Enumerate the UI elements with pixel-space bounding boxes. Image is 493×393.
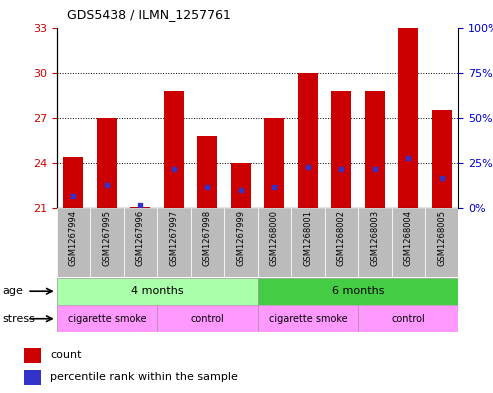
Point: [204, 184, 211, 190]
Point: [137, 202, 144, 208]
Text: age: age: [2, 286, 23, 296]
Text: GSM1268003: GSM1268003: [370, 210, 379, 266]
Point: [404, 154, 412, 161]
Bar: [157, 208, 191, 277]
Text: GSM1267998: GSM1267998: [203, 210, 212, 266]
Bar: [124, 208, 157, 277]
Text: GSM1268002: GSM1268002: [337, 210, 346, 266]
Bar: [398, 28, 418, 208]
Bar: [24, 347, 40, 363]
Text: GDS5438 / ILMN_1257761: GDS5438 / ILMN_1257761: [67, 8, 230, 21]
Point: [70, 193, 77, 199]
Bar: [64, 157, 83, 208]
Text: cigarette smoke: cigarette smoke: [269, 314, 347, 324]
Text: count: count: [50, 350, 81, 360]
Bar: [164, 91, 184, 208]
Text: GSM1267996: GSM1267996: [136, 210, 145, 266]
Text: control: control: [190, 314, 224, 324]
Point: [237, 187, 245, 193]
Bar: [331, 91, 352, 208]
Point: [304, 163, 312, 170]
Bar: [191, 208, 224, 277]
Text: 6 months: 6 months: [332, 286, 384, 296]
Text: GSM1268004: GSM1268004: [404, 210, 413, 266]
Bar: [324, 208, 358, 277]
Text: GSM1267995: GSM1267995: [103, 210, 111, 266]
Point: [337, 165, 345, 172]
Bar: [258, 208, 291, 277]
Bar: [258, 278, 458, 305]
Bar: [130, 207, 150, 208]
Text: percentile rank within the sample: percentile rank within the sample: [50, 372, 238, 382]
Bar: [291, 208, 324, 277]
Bar: [358, 208, 391, 277]
Bar: [298, 73, 318, 208]
Bar: [231, 163, 251, 208]
Bar: [157, 305, 258, 332]
Text: 4 months: 4 months: [131, 286, 183, 296]
Bar: [264, 118, 284, 208]
Bar: [57, 208, 90, 277]
Text: cigarette smoke: cigarette smoke: [68, 314, 146, 324]
Bar: [57, 305, 157, 332]
Text: stress: stress: [2, 314, 35, 324]
Text: GSM1267999: GSM1267999: [236, 210, 246, 266]
Bar: [90, 208, 124, 277]
Text: GSM1267997: GSM1267997: [170, 210, 178, 266]
Bar: [391, 208, 425, 277]
Point: [170, 165, 178, 172]
Point: [103, 182, 111, 188]
Bar: [57, 278, 258, 305]
Bar: [197, 136, 217, 208]
Point: [438, 174, 446, 181]
Text: GSM1268000: GSM1268000: [270, 210, 279, 266]
Bar: [97, 118, 117, 208]
Bar: [224, 208, 257, 277]
Bar: [24, 369, 40, 385]
Text: GSM1268001: GSM1268001: [303, 210, 313, 266]
Bar: [425, 208, 458, 277]
Bar: [365, 91, 385, 208]
Bar: [258, 305, 358, 332]
Bar: [432, 110, 452, 208]
Text: GSM1267994: GSM1267994: [69, 210, 78, 266]
Point: [371, 165, 379, 172]
Text: control: control: [391, 314, 425, 324]
Point: [270, 184, 278, 190]
Bar: [358, 305, 458, 332]
Text: GSM1268005: GSM1268005: [437, 210, 446, 266]
